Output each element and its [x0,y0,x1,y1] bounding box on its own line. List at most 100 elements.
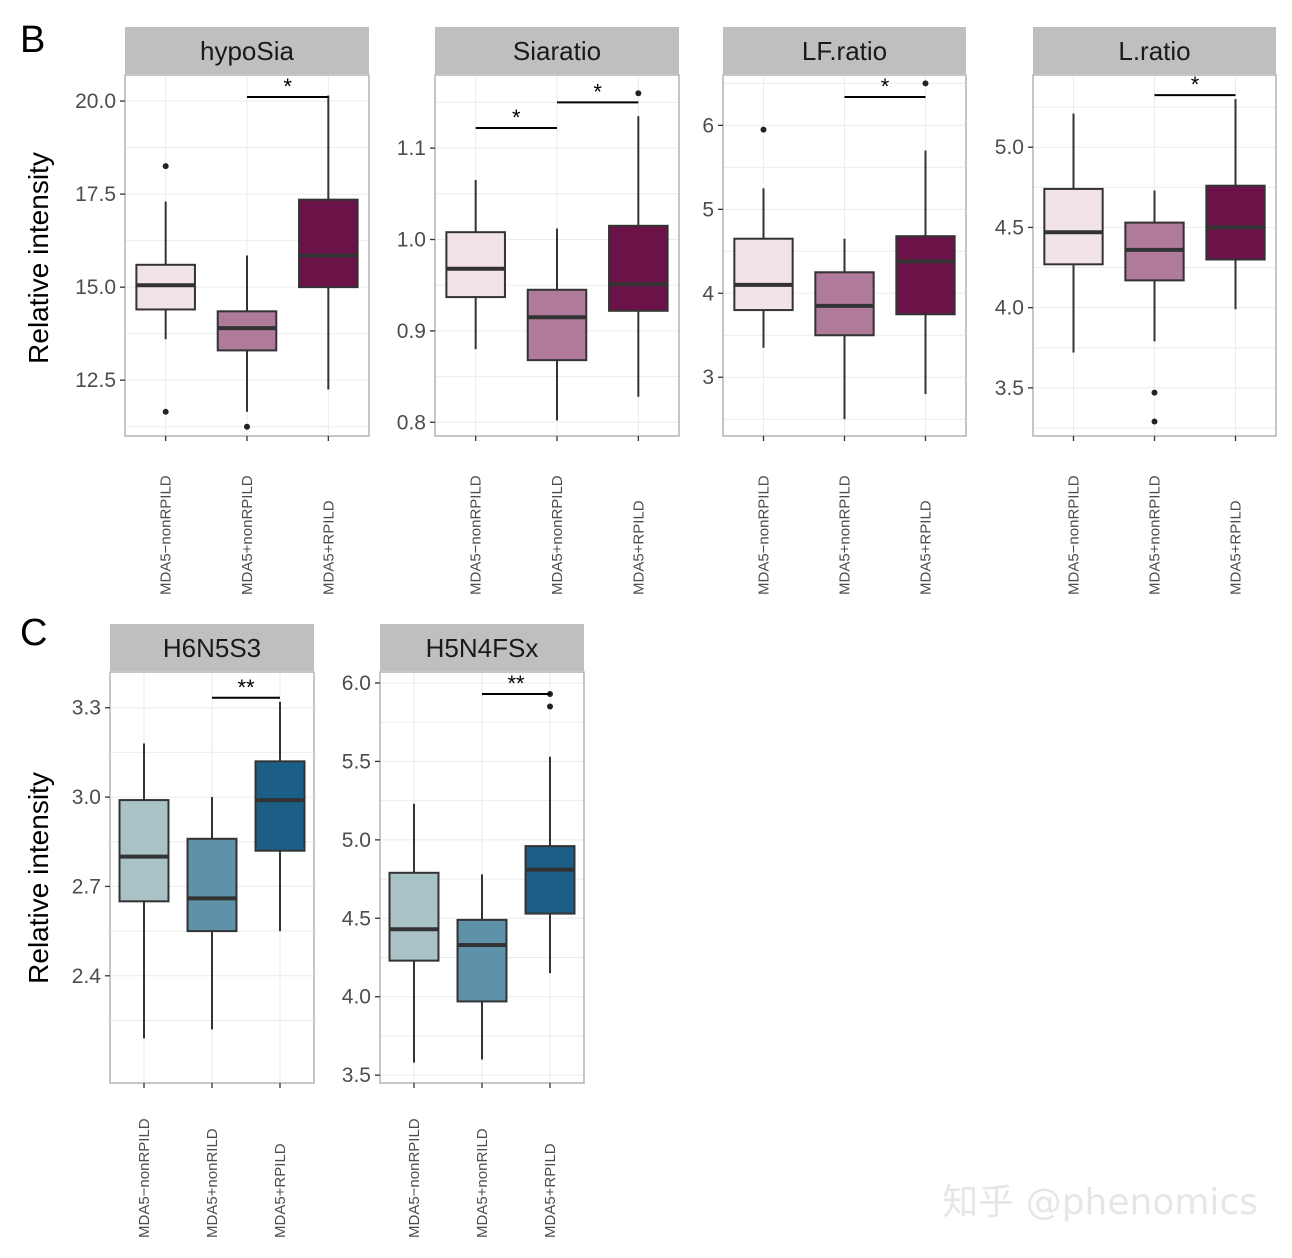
outlier-point [244,423,250,430]
outlier-point [760,126,767,133]
box-2 [814,271,875,337]
facet-l-ratio: L.ratio 3.5 4.0 4.5 5.0 * MDA5−nonRPILD MDA5+no… [995,27,1277,595]
y-tick-label: 0.8 [397,411,426,434]
outlier-point [1151,418,1158,425]
x-category-label: MDA5−nonRPILD [756,475,773,595]
y-tick-label: 3.0 [72,786,101,809]
y-tick-label: 20.0 [75,90,116,113]
x-category-label: MDA5−nonRPILD [406,1118,423,1238]
y-tick-label: 3.5 [342,1064,371,1087]
facet-panels: hypoSia 12.5 15.0 17.5 20.0 * MDA5−nonRPILD MDA… [72,27,1277,1238]
y-tick-label: 5.5 [342,750,371,773]
y-tick-label: 3.5 [995,377,1024,400]
x-category-label: MDA5+nonRPILD [549,475,566,595]
watermark-text: 知乎 @phenomics [942,1182,1258,1223]
box-2 [526,288,588,362]
facet-hyposia: hypoSia 12.5 15.0 17.5 20.0 * MDA5−nonRPILD MDA… [75,27,370,595]
box-2 [456,918,508,1003]
box-1 [1043,187,1104,266]
y-tick-label: 5.0 [995,136,1024,159]
y-tick-label: 6.0 [342,672,371,695]
x-category-label: MDA5+RPILD [918,500,935,595]
outlier-point [162,408,169,415]
y-tick-label: 1.1 [397,137,426,160]
x-category-label: MDA5+RPILD [320,500,337,595]
significance-label: * [881,74,890,99]
outlier-point [1151,389,1158,396]
facet-strip [380,624,584,671]
box-3 [254,760,306,852]
x-category-label: MDA5+RPILD [1228,500,1245,595]
facet-h5n4fsx: H5N4FSx 3.5 4.0 4.5 5.0 5.5 6.0 ** MDA5−nonRPILD… [342,624,585,1238]
significance-label: * [1191,72,1200,97]
y-tick-label: 6 [702,114,714,137]
x-category-label: MDA5+nonRILD [204,1128,221,1238]
y-tick-label: 0.9 [397,320,426,343]
significance-label: * [512,105,521,130]
box-1 [733,237,794,312]
x-category-label: MDA5−nonRPILD [136,1118,153,1238]
y-tick-label: 5.0 [342,829,371,852]
y-tick-label: 4.5 [995,216,1024,239]
facet-title: hypoSia [200,36,294,66]
x-category-label: MDA5+RPILD [630,500,647,595]
facet-title: L.ratio [1118,36,1190,66]
significance-label: ** [237,675,255,700]
y-tick-label: 3.3 [72,697,101,720]
y-tick-label: 1.0 [397,229,426,252]
box-3 [524,845,576,915]
y-tick-label: 12.5 [75,369,116,392]
significance-label: ** [507,671,525,696]
outlier-point [547,703,553,710]
facet-h6n5s3: H6N5S3 2.4 2.7 3.0 3.3 ** MDA5−nonRPILD MDA5+no… [72,624,315,1238]
x-category-label: MDA5+nonRPILD [837,475,854,595]
significance-label: * [593,79,602,104]
facet-strip [435,27,679,74]
y-axis-title-row-c: Relative intensity [23,772,54,984]
facet-strip [110,624,314,671]
box-2 [216,310,278,352]
y-tick-label: 15.0 [75,276,116,299]
box-1 [445,231,506,299]
facet-title: LF.ratio [802,36,887,66]
box-3 [298,198,359,289]
y-tick-label: 4 [702,282,714,305]
panel-letter-b: B [20,19,45,61]
y-tick-label: 4.0 [342,986,371,1009]
y-tick-label: 4.0 [995,297,1024,320]
x-category-label: MDA5+RPILD [272,1143,289,1238]
facet-siaratio: Siaratio 0.8 0.9 1.0 1.1 * * MDA5−nonRPILD MDA5+… [397,27,680,595]
outlier-point [635,90,642,97]
x-category-label: MDA5+nonRPILD [239,475,256,595]
x-category-label: MDA5+nonRPILD [1147,475,1164,595]
box-2 [186,837,238,933]
y-tick-label: 2.7 [72,875,101,898]
facet-title: Siaratio [513,36,601,66]
box-3 [1205,184,1266,261]
y-tick-label: 17.5 [75,183,116,206]
x-category-label: MDA5−nonRPILD [158,475,175,595]
y-tick-label: 5 [702,198,714,221]
facet-title: H6N5S3 [163,633,261,663]
x-category-label: MDA5+nonRILD [474,1128,491,1238]
y-tick-label: 2.4 [72,965,102,988]
x-category-label: MDA5+RPILD [542,1143,559,1238]
significance-label: * [283,74,292,99]
box-1 [388,871,440,962]
box-3 [608,224,669,312]
outlier-point [922,80,929,87]
box-1 [118,799,170,903]
facet-strip [125,27,369,74]
facet-lf-ratio: LF.ratio 3 4 5 6 * MDA5−nonRPILD MDA5+nonRPILD M… [702,27,967,595]
y-tick-label: 4.5 [342,907,371,930]
panel-letter-c: C [20,612,47,654]
box-3 [895,235,956,316]
y-axis-title-row-b: Relative intensity [23,152,54,364]
facet-strip [1033,27,1276,74]
y-tick-label: 3 [702,366,714,389]
x-category-label: MDA5−nonRPILD [1066,475,1083,595]
outlier-point [162,163,169,170]
x-category-label: MDA5−nonRPILD [468,475,485,595]
facet-title: H5N4FSx [426,633,539,663]
